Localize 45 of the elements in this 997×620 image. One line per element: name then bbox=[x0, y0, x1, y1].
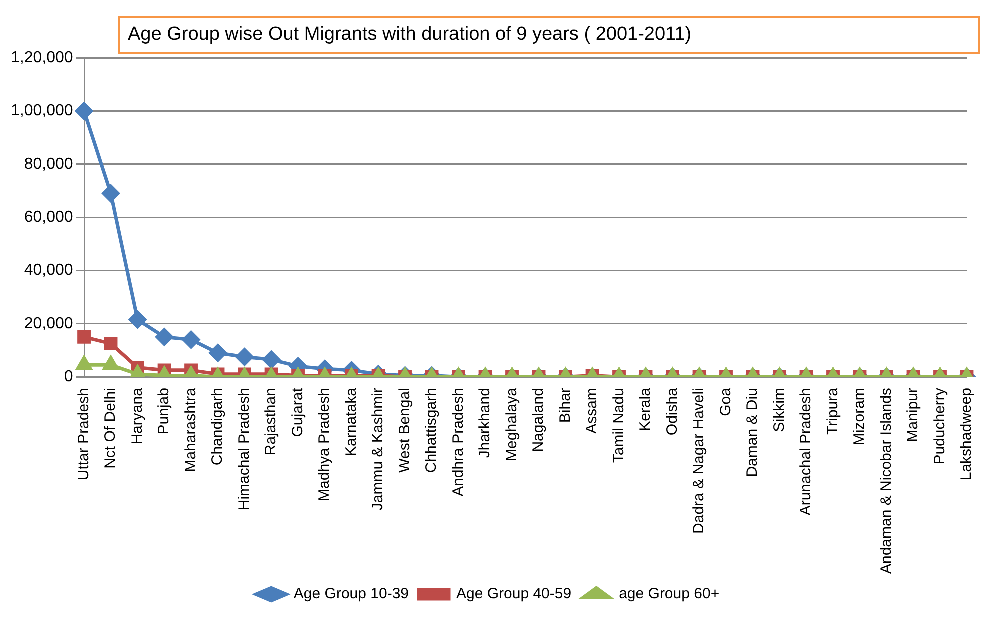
x-tick-label: Daman & Diu bbox=[744, 388, 762, 478]
x-tick-label: Mizoram bbox=[851, 388, 868, 446]
x-tick-label: Uttar Pradesh bbox=[75, 388, 92, 481]
x-tick-label: Jharkhand bbox=[476, 388, 494, 458]
legend-label: age Group 60+ bbox=[619, 586, 720, 603]
x-tick-label: Odisha bbox=[664, 387, 681, 436]
x-tick-label: Madhya Pradesh bbox=[316, 388, 334, 502]
x-tick-label: Tamil Nadu bbox=[610, 388, 628, 464]
x-tick-label: Chhattisgarh bbox=[423, 388, 440, 474]
y-tick-label: 80,000 bbox=[24, 156, 74, 173]
x-tick-label: Kerala bbox=[637, 387, 654, 432]
x-tick-label: Lakshadweep bbox=[958, 388, 976, 481]
x-tick-label: Nct Of Delhi bbox=[102, 388, 120, 469]
legend-label: Age Group 40-59 bbox=[456, 586, 572, 603]
x-tick-label: Andaman & Nicobar Islands bbox=[878, 388, 895, 574]
x-tick-label: Bihar bbox=[556, 388, 574, 424]
x-tick-label: West Bengal bbox=[396, 388, 414, 473]
x-tick-label: Arunachal Pradesh bbox=[798, 388, 815, 516]
x-tick-label: Haryana bbox=[128, 387, 146, 445]
x-tick-label: Himachal Pradesh bbox=[236, 388, 253, 511]
x-tick-label: Dadra & Nagar Haveli bbox=[690, 388, 708, 534]
x-tick-label: Assam bbox=[584, 388, 601, 434]
x-tick-label: Tripura bbox=[824, 387, 842, 436]
x-tick-label: Meghalaya bbox=[503, 387, 520, 462]
x-tick-label: Gujarat bbox=[289, 387, 306, 438]
x-tick-label: Manipur bbox=[904, 388, 922, 442]
x-tick-label: Rajasthan bbox=[262, 388, 280, 456]
chart-title: Age Group wise Out Migrants with duration of 9 years ( 2001-2011) bbox=[118, 16, 980, 54]
x-tick-label: Puducherry bbox=[931, 388, 948, 465]
x-tick-label: Goa bbox=[717, 387, 734, 416]
x-tick-label: Jammu & Kashmir bbox=[370, 388, 387, 511]
x-tick-label: Nagaland bbox=[530, 388, 548, 452]
y-tick-label: 0 bbox=[64, 368, 74, 386]
x-tick-label: Sikkim bbox=[770, 388, 788, 432]
x-tick-label: Maharashtra bbox=[182, 387, 200, 472]
x-tick-label: Chandigarh bbox=[209, 388, 226, 466]
y-tick-label: 40,000 bbox=[24, 262, 74, 280]
y-tick-label: 1,20,000 bbox=[11, 49, 74, 66]
y-tick-label: 20,000 bbox=[24, 315, 74, 332]
legend-label: Age Group 10-39 bbox=[294, 586, 409, 603]
x-tick-label: Punjab bbox=[156, 388, 173, 435]
y-tick-label: 60,000 bbox=[24, 208, 74, 226]
y-tick-label: 1,00,000 bbox=[11, 102, 74, 120]
x-tick-label: Andhra Pradesh bbox=[450, 388, 467, 496]
x-tick-label: Karnataka bbox=[342, 387, 360, 456]
